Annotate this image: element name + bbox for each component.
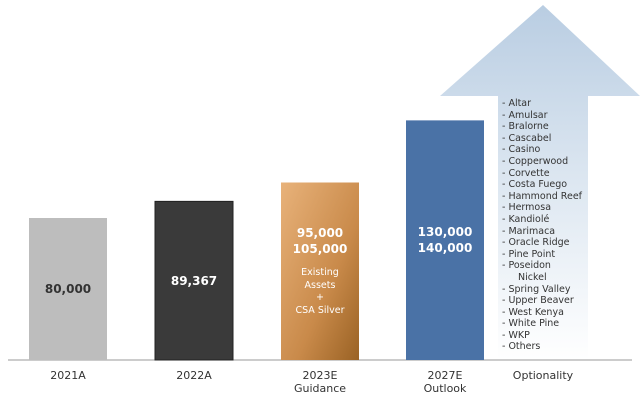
optionality-item: - WKP bbox=[502, 329, 530, 341]
optionality-item: - Altar bbox=[502, 98, 532, 109]
x-tick-label: 2022A bbox=[176, 369, 212, 382]
optionality-list: - Altar - Amulsar - Bralorne - Cascabel - Ca… bbox=[502, 98, 582, 353]
annotation: CSA Silver bbox=[295, 304, 345, 316]
optionality-item: - Amulsar bbox=[502, 109, 548, 121]
optionality-item: - Corvette bbox=[502, 167, 550, 179]
optionality-item: - Poseidon bbox=[502, 260, 551, 272]
optionality-arrow bbox=[440, 5, 640, 360]
bar-labels: 95,000 105,000 Existing Assets + CSA Silver bbox=[281, 183, 359, 361]
x-tick-label: 2027E Outlook bbox=[423, 369, 467, 395]
optionality-item: - Spring Valley bbox=[502, 283, 571, 295]
optionality-item: - Copperwood bbox=[502, 155, 569, 167]
optionality-item: - White Pine bbox=[502, 318, 560, 330]
value-label: 105,000 bbox=[292, 242, 348, 257]
optionality-item: - West Kenya bbox=[502, 306, 564, 318]
optionality-item: - Kandiolé bbox=[502, 213, 550, 225]
value-label: 95,000 bbox=[296, 226, 344, 241]
optionality-item: - Cascabel bbox=[502, 132, 552, 144]
value-label: 89,367 bbox=[170, 273, 218, 288]
value-label: 130,000 bbox=[417, 225, 473, 240]
annotation: + bbox=[316, 292, 324, 304]
bar-labels: 89,367 bbox=[155, 201, 233, 360]
optionality-item: - Casino bbox=[502, 144, 541, 156]
value-label: 80,000 bbox=[44, 282, 92, 296]
annotation: Existing bbox=[301, 267, 339, 279]
optionality-item: - Pine Point bbox=[502, 248, 556, 260]
optionality-item: - Oracle Ridge bbox=[502, 237, 570, 249]
x-tick-label: 2021A bbox=[50, 369, 86, 382]
bar bbox=[281, 182, 359, 360]
annotation: Assets bbox=[304, 279, 336, 291]
bar-labels: 130,000 140,000 bbox=[406, 120, 484, 360]
x-tick-label: 2023E Guidance bbox=[293, 369, 347, 395]
optionality-item: - Upper Beaver bbox=[502, 295, 574, 307]
x-tick-label: Optionality bbox=[512, 369, 574, 382]
optionality-item: - Others bbox=[502, 341, 541, 353]
optionality-item: - Hermosa bbox=[502, 202, 552, 214]
arrow-shape bbox=[440, 5, 640, 360]
optionality-item: Nickel bbox=[518, 271, 547, 283]
optionality-item: - Hammond Reef bbox=[502, 190, 583, 202]
optionality-item: - Bralorne bbox=[502, 121, 549, 133]
value-label: 140,000 bbox=[417, 241, 473, 256]
optionality-item: - Marimaca bbox=[502, 225, 556, 237]
bar-labels: 80,000 bbox=[29, 218, 107, 360]
bar bbox=[154, 200, 234, 361]
optionality-item: - Costa Fuego bbox=[502, 179, 568, 191]
bar bbox=[29, 218, 107, 360]
bar bbox=[406, 120, 484, 360]
